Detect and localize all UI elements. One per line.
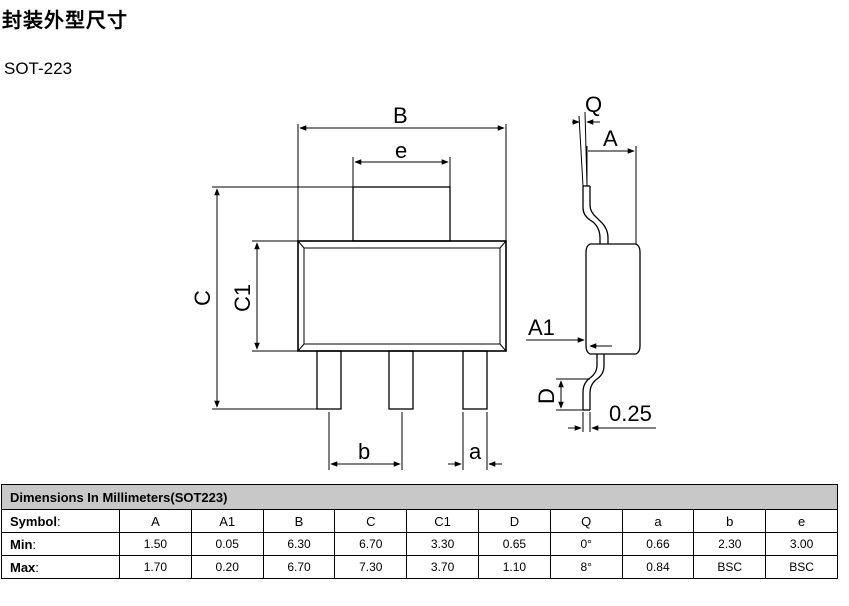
top-view-body: [297, 240, 507, 352]
label-e: e: [395, 138, 407, 163]
cell-max: 6.70: [262, 555, 336, 579]
side-view: [582, 185, 641, 411]
cell-symbol: C: [334, 509, 408, 533]
label-b: b: [358, 439, 370, 464]
top-view-pin-1: [316, 350, 342, 410]
cell-min: 0.65: [477, 532, 551, 556]
cell-min: 3.00: [765, 532, 838, 556]
cell-min: 6.70: [334, 532, 408, 556]
top-view-tab: [352, 186, 451, 242]
label-C: C: [190, 290, 215, 306]
cell-max: 7.30: [334, 555, 408, 579]
row-label-symbol: Symbol:: [1, 509, 120, 533]
page-title: 封装外型尺寸: [2, 8, 128, 32]
cell-symbol: A: [119, 509, 192, 533]
cell-symbol: A1: [190, 509, 264, 533]
cell-min: 3.30: [406, 532, 479, 556]
cell-max: BSC: [765, 555, 838, 579]
label-Q: Q: [585, 92, 602, 117]
cell-max: 3.70: [406, 555, 479, 579]
cell-symbol: C1: [406, 509, 479, 533]
table-row-max: Max: 1.70 0.20 6.70 7.30 3.70 1.10 8° 0.…: [1, 555, 838, 579]
cell-min: 0.66: [621, 532, 695, 556]
table-caption: Dimensions In Millimeters(SOT223): [1, 484, 838, 510]
row-label-max: Max:: [1, 555, 120, 579]
package-name: SOT-223: [4, 59, 73, 78]
cell-max: 0.84: [621, 555, 695, 579]
cell-min: 0.05: [190, 532, 264, 556]
cell-symbol: Q: [549, 509, 623, 533]
top-view-pin-2: [388, 350, 414, 410]
cell-max: 1.70: [119, 555, 192, 579]
top-view-pin-3: [462, 350, 488, 410]
label-C1: C1: [230, 284, 255, 312]
cell-symbol: b: [693, 509, 767, 533]
table-row-min: Min: 1.50 0.05 6.30 6.70 3.30 0.65 0° 0.…: [1, 532, 838, 556]
cell-max: 8°: [549, 555, 623, 579]
cell-symbol: B: [262, 509, 336, 533]
cell-max: BSC: [693, 555, 767, 579]
cell-min: 1.50: [119, 532, 192, 556]
dimensions-table: Dimensions In Millimeters(SOT223) Symbol…: [1, 484, 838, 579]
cell-max: 1.10: [477, 555, 551, 579]
cell-symbol: D: [477, 509, 551, 533]
cell-min: 0°: [549, 532, 623, 556]
label-D: D: [534, 388, 559, 404]
cell-min: 2.30: [693, 532, 767, 556]
cell-symbol: e: [765, 509, 838, 533]
label-A: A: [603, 126, 618, 151]
row-label-min: Min:: [1, 532, 120, 556]
label-a: a: [469, 439, 482, 464]
cell-symbol: a: [621, 509, 695, 533]
label-B: B: [393, 103, 408, 128]
package-outline-drawing: B e C C1 b a Q A A1 D 0.25: [190, 92, 656, 470]
table-row-symbol: Symbol: A A1 B C C1 D Q a b e: [1, 509, 838, 533]
label-A1: A1: [528, 315, 555, 340]
cell-max: 0.20: [190, 555, 264, 579]
cell-min: 6.30: [262, 532, 336, 556]
label-0-25: 0.25: [609, 401, 652, 426]
